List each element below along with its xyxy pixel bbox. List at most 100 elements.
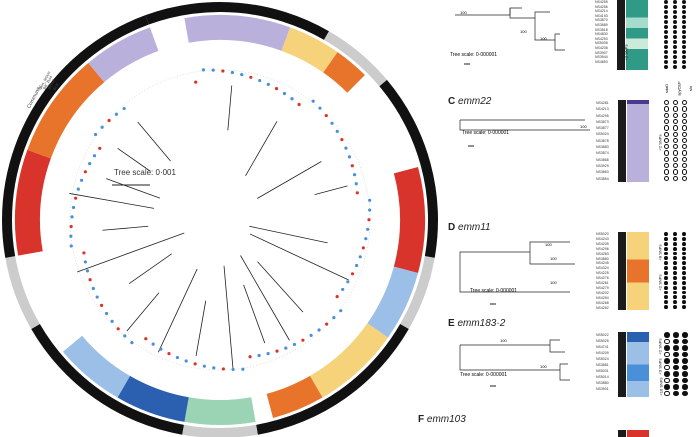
tip-marker [104,311,109,316]
presence-dot [682,40,686,44]
panel-e-snp-1: <2 SNPs [657,338,663,355]
presence-dot [664,280,668,285]
tree-branch [240,255,290,341]
tip-marker [88,278,92,282]
ring-segment [367,266,419,338]
tip-marker [74,196,78,200]
panel-c-colors [627,100,649,182]
panel-f-title: F emm103 [418,414,466,425]
top-panel-tree: 100 100 100 Tree scale: 0·000001 [450,7,565,65]
tip-marker [330,121,334,125]
tip-marker [292,342,297,347]
tip-marker [335,129,339,133]
presence-dot [673,384,679,390]
tree-branch [249,233,349,281]
panel-d-strip [618,232,626,310]
presence-dot [664,144,670,150]
presence-dot [673,305,677,309]
tip-marker [167,351,171,356]
ring-segment [184,14,291,51]
presence-dot [673,256,677,261]
panel-e-snp-3: <10 SNPs [658,377,664,396]
presence-dot [673,390,679,396]
presence-dot [682,364,688,370]
top-isolate-11: NS3907 [595,50,608,55]
presence-dot [673,65,677,69]
presence-dot [673,40,677,44]
presence-dot [664,10,668,14]
tip-marker [335,295,339,299]
tip-marker [358,255,362,259]
presence-dot [673,338,679,344]
tree-branch [243,284,266,344]
tip-marker [193,362,197,366]
presence-dot [673,371,679,377]
presence-dot [673,358,679,364]
panel-d-snp-1: <8 SNPs [657,244,663,261]
c-isolate-8: NS3874 [596,151,609,156]
presence-dot [682,30,686,34]
panel-d-dots [664,232,692,310]
ring-segment [184,397,256,425]
presence-dot [682,371,688,377]
tip-marker [274,87,279,91]
presence-dot [673,144,679,150]
col-header-3: slo [688,85,694,92]
presence-dot [682,163,688,169]
presence-dot [673,241,677,246]
presence-dot [673,45,677,49]
c-isolate-9: NS3868 [596,157,609,162]
presence-dot [664,20,668,24]
presence-dot [673,125,679,131]
tip-marker [241,367,245,371]
tip-marker [71,205,76,210]
d-isolate-2: NS4205 [596,241,609,246]
tip-marker [76,187,80,191]
tip-marker [85,269,90,273]
tip-marker [144,337,148,341]
presence-dot [673,175,679,181]
top-isolate-10: NS4208 [595,45,608,50]
presence-dot [682,175,688,181]
tip-marker [361,246,365,250]
tree-branch [227,85,233,131]
presence-dot [664,266,668,270]
presence-dot [664,65,668,69]
presence-dot [673,246,677,251]
col-header-1: sdaD [664,83,670,94]
tip-marker [284,346,288,350]
presence-dot [682,55,686,59]
panel-e-letter: E [448,318,455,329]
panel-c-letter: C [448,96,456,107]
presence-dot [673,118,679,125]
presence-dot [664,30,668,34]
c-isolate-0: NS4281 [596,101,609,105]
tip-marker [258,78,262,83]
tree-branch [106,178,160,199]
presence-dot [682,332,688,338]
tip-marker [368,208,372,212]
ring-segment [400,256,435,329]
panel-d-colors [627,232,649,310]
tip-marker [318,106,322,110]
presence-dot [682,65,686,69]
tip-marker [70,215,74,219]
presence-dot [664,338,670,344]
presence-dot [682,338,688,344]
metadata-rings [1,1,438,437]
panel-c-headers: sdaD spyCEP slo [662,81,694,95]
tip-marker [366,227,370,231]
top-panel-strip [617,0,625,70]
tree-branch [314,185,348,196]
presence-dot [664,300,668,305]
presence-dot [673,10,677,14]
presence-dot [664,163,670,169]
tip-marker [324,113,328,118]
panel-f-strip [618,430,626,437]
presence-dot [664,364,670,370]
tip-marker [99,303,104,308]
panel-c-gene: emm22 [458,96,492,107]
tree-branch [195,300,207,356]
presence-dot [673,137,679,144]
e-isolate-6: NS5031 [596,369,609,373]
